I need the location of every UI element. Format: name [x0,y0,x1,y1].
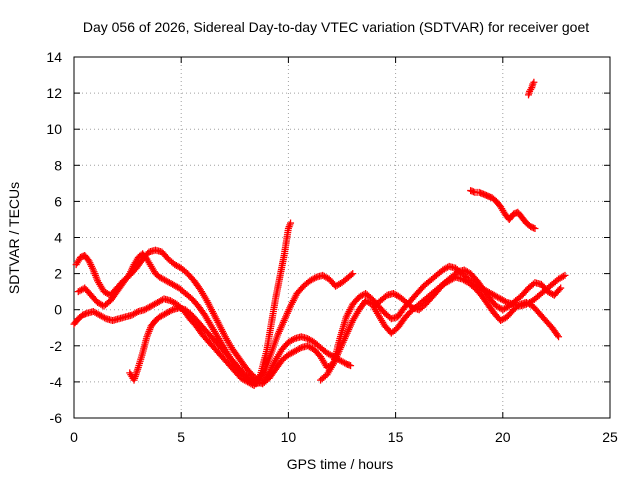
y-tick-labels: -6 -4 -2 0 2 4 6 8 10 12 14 [46,49,62,426]
data-point [347,362,355,370]
data-point-fill [311,274,319,282]
data-point [557,284,565,292]
y-axis-label: SDTVAR / TECUs [6,182,22,294]
y-tick-label: -2 [50,338,63,354]
x-tick-label: 0 [70,429,78,445]
axis-ticks [73,56,611,419]
y-tick-label: 6 [54,193,62,209]
data-point-fill [559,272,567,280]
data-point-fill [501,298,509,306]
data-point [287,219,295,227]
data-point [531,224,539,232]
data-marks [70,78,569,390]
x-tick-label: 25 [602,429,618,445]
data-point-fill [555,285,563,293]
x-tick-label: 15 [388,429,404,445]
data-point [555,333,563,341]
data-point [561,271,569,279]
data-point [349,270,357,278]
y-tick-label: -6 [50,410,63,426]
x-tick-label: 5 [177,429,185,445]
data-point-fill [296,345,304,353]
series-track-1 [70,219,295,390]
data-point-fill [251,377,259,385]
data-point-fill [289,335,297,343]
series-track-8 [525,78,538,99]
y-tick-label: 0 [54,302,62,318]
data-point-fill [133,308,141,316]
data-point [530,78,538,86]
series-track-4 [126,262,569,388]
x-axis-label: GPS time / hours [287,456,394,472]
chart-title: Day 056 of 2026, Sidereal Day-to-day VTE… [83,19,589,35]
x-tick-label: 10 [281,429,297,445]
series-track-6 [370,266,565,314]
x-tick-label: 20 [495,429,511,445]
data-point-fill [347,271,355,279]
y-tick-label: 4 [54,230,62,246]
y-tick-label: 12 [46,85,62,101]
series-track-7 [467,187,539,232]
y-tick-label: 10 [46,121,62,137]
y-tick-label: 14 [46,49,62,65]
y-tick-label: 8 [54,157,62,173]
y-tick-label: 2 [54,266,62,282]
data-point-fill [341,359,349,367]
x-tick-labels: 0 5 10 15 20 25 [70,429,618,445]
data-point-fill [167,307,175,315]
y-tick-label: -4 [50,374,63,390]
data-point-fill [553,331,561,339]
data-point-fill [101,314,109,322]
